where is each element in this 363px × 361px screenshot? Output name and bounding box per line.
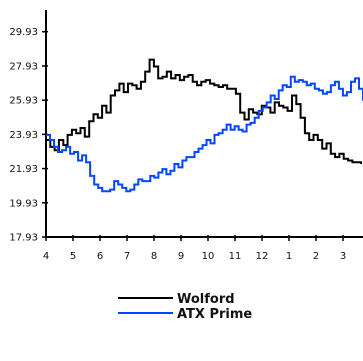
y-tick-label: 25.93 xyxy=(9,96,38,107)
y-tick-label: 19.93 xyxy=(9,198,38,209)
x-tick-label: 11 xyxy=(229,251,242,262)
x-tick-label: 4 xyxy=(43,251,49,262)
x-tick-label: 6 xyxy=(97,251,103,262)
y-tick-label: 21.93 xyxy=(9,164,38,175)
series-line-wolford xyxy=(46,58,362,164)
legend-label: Wolford xyxy=(177,292,235,307)
x-tick-label: 3 xyxy=(340,251,346,262)
x-tick-label: 7 xyxy=(124,251,130,262)
series-line-atx-prime xyxy=(46,75,363,193)
legend-label: ATX Prime xyxy=(177,307,252,322)
y-tick-label: 29.93 xyxy=(9,27,38,38)
x-tick-label: 5 xyxy=(70,251,76,262)
x-tick-label: 8 xyxy=(151,251,157,262)
x-tick-label: 10 xyxy=(202,251,215,262)
y-axis-ticks: 17.93 19.93 21.93 23.93 25.93 27.93 29.93 xyxy=(9,27,48,244)
y-tick-label: 23.93 xyxy=(9,130,38,141)
y-tick-label: 27.93 xyxy=(9,61,38,72)
y-tick-label: 17.93 xyxy=(9,233,38,244)
plot-area: 17.93 19.93 21.93 23.93 25.93 27.93 29.93 4 5 6 7… xyxy=(9,10,363,262)
series-lines xyxy=(46,58,363,193)
x-tick-label: 1 xyxy=(286,251,292,262)
x-tick-label: 2 xyxy=(313,251,319,262)
x-axis-ticks: 4 5 6 7 8 9 10 11 12 1 2 3 xyxy=(43,235,346,262)
x-tick-label: 12 xyxy=(256,251,269,262)
x-tick-label: 9 xyxy=(178,251,184,262)
